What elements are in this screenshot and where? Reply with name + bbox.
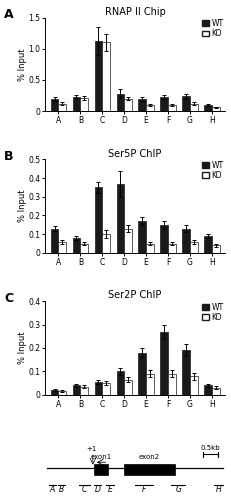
Bar [160, 225, 167, 253]
Bar [146, 374, 153, 395]
Bar [102, 234, 109, 253]
Bar [58, 104, 66, 111]
Bar [80, 98, 88, 111]
Bar [94, 382, 102, 395]
Legend: WT, KO: WT, KO [201, 302, 223, 322]
Title: Ser2P ChIP: Ser2P ChIP [108, 290, 161, 300]
Bar [138, 352, 146, 395]
Title: RNAP II Chip: RNAP II Chip [104, 6, 165, 16]
Bar [116, 184, 124, 253]
Legend: WT, KO: WT, KO [201, 160, 223, 181]
Text: 0.5kb: 0.5kb [200, 446, 219, 452]
Bar [116, 372, 124, 395]
Bar [182, 96, 189, 111]
Text: exon1: exon1 [90, 454, 111, 460]
Bar [167, 105, 175, 111]
Bar [124, 228, 131, 253]
Text: A: A [50, 485, 55, 494]
Bar [72, 386, 80, 395]
Bar [146, 105, 153, 111]
Bar [138, 99, 146, 111]
Bar [146, 244, 153, 253]
Bar [58, 242, 66, 253]
Bar [116, 94, 124, 111]
Bar [72, 238, 80, 253]
Legend: WT, KO: WT, KO [201, 18, 223, 39]
Bar [124, 380, 131, 395]
Text: D: D [94, 485, 100, 494]
Text: H: H [215, 485, 221, 494]
Title: Ser5P ChIP: Ser5P ChIP [108, 148, 161, 158]
Bar [160, 98, 167, 111]
Y-axis label: % Input: % Input [18, 332, 27, 364]
Text: exon2: exon2 [138, 454, 159, 460]
Bar [189, 104, 197, 111]
Bar [211, 246, 219, 253]
Text: B: B [58, 485, 64, 494]
Bar [203, 386, 211, 395]
Bar [203, 236, 211, 253]
Bar [102, 42, 109, 111]
Bar [58, 391, 66, 395]
Bar [80, 244, 88, 253]
Bar [72, 96, 80, 111]
Text: E: E [107, 485, 112, 494]
Bar [124, 464, 174, 475]
Bar [124, 98, 131, 111]
Y-axis label: % Input: % Input [18, 190, 27, 222]
Y-axis label: % Input: % Input [18, 48, 27, 80]
Bar [167, 244, 175, 253]
Text: +1: +1 [85, 446, 96, 452]
Text: C: C [82, 485, 87, 494]
Text: G: G [175, 485, 180, 494]
Bar [160, 332, 167, 395]
Bar [94, 188, 102, 253]
Bar [93, 464, 108, 475]
Text: C: C [4, 292, 13, 305]
Bar [182, 350, 189, 395]
Bar [189, 376, 197, 395]
Bar [94, 41, 102, 111]
Bar [51, 99, 58, 111]
Bar [189, 242, 197, 253]
Bar [203, 105, 211, 111]
Bar [102, 383, 109, 395]
Bar [182, 228, 189, 253]
Text: F: F [141, 485, 146, 494]
Text: B: B [4, 150, 13, 163]
Bar [80, 386, 88, 395]
Bar [138, 221, 146, 253]
Bar [51, 390, 58, 395]
Bar [211, 108, 219, 111]
Bar [167, 374, 175, 395]
Text: A: A [4, 8, 13, 21]
Bar [51, 228, 58, 253]
Bar [211, 388, 219, 395]
